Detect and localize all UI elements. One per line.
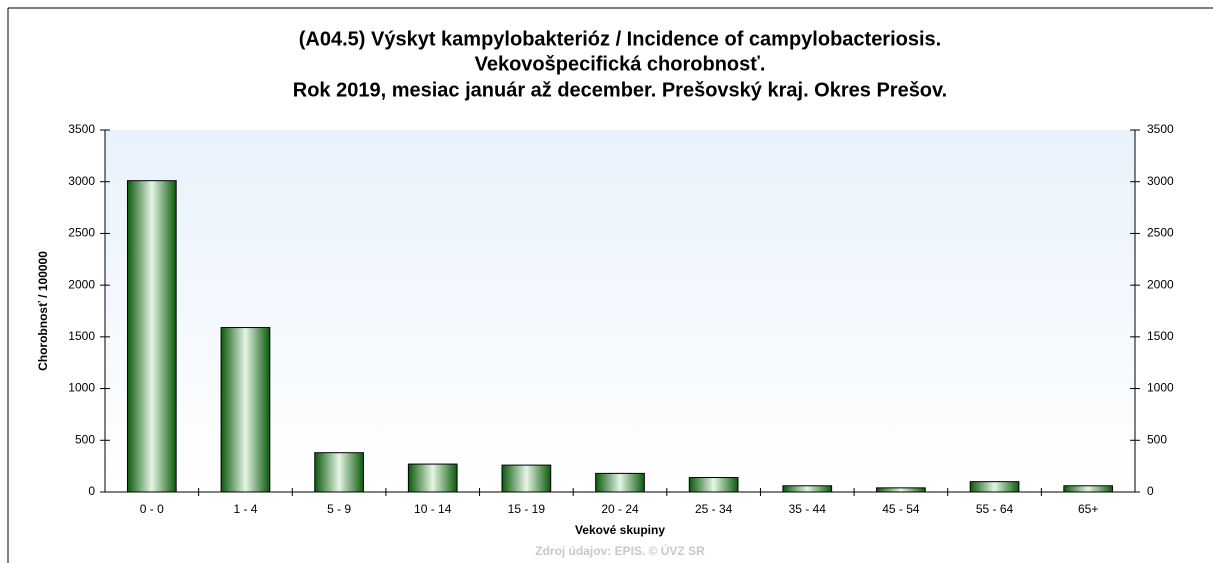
- bar: [407, 463, 458, 493]
- x-tick-label: 45 - 54: [882, 502, 920, 516]
- y2-tick-label: 0: [1147, 484, 1154, 498]
- x-axis-title: Vekové skupiny: [575, 523, 665, 537]
- x-tick-label: 1 - 4: [233, 502, 257, 516]
- bar: [876, 487, 926, 493]
- x-tick-label: 35 - 44: [789, 502, 827, 516]
- bar: [969, 481, 1020, 493]
- y2-tick-label: 2000: [1147, 277, 1174, 291]
- bar: [314, 452, 364, 493]
- y2-tick-label: 1000: [1147, 381, 1174, 395]
- y-tick-label: 0: [88, 484, 95, 498]
- bar: [501, 464, 552, 493]
- y2-tick-label: 1500: [1147, 329, 1174, 343]
- plot-area: [105, 130, 1135, 492]
- y-tick-label: 1000: [68, 381, 95, 395]
- x-tick-label: 15 - 19: [508, 502, 546, 516]
- y-tick-label: 2500: [68, 226, 95, 240]
- x-tick-label: 5 - 9: [327, 502, 351, 516]
- bar: [688, 477, 739, 493]
- y-tick-label: 1500: [68, 329, 95, 343]
- y-axis-title: Chorobnosť / 100000: [36, 251, 50, 371]
- y-tick-label: 500: [75, 432, 95, 446]
- source: Zdroj údajov: EPIS. © ÚVZ SR: [535, 543, 705, 558]
- y2-tick-label: 3500: [1147, 122, 1174, 136]
- bar: [782, 485, 833, 493]
- bar: [1063, 485, 1114, 493]
- title-line: Rok 2019, mesiac január až december. Pre…: [293, 79, 947, 101]
- y-tick-label: 2000: [68, 277, 95, 291]
- title-line: Vekovošpecifická chorobnosť.: [475, 53, 766, 75]
- x-tick-label: 20 - 24: [601, 502, 639, 516]
- bar: [220, 327, 271, 493]
- y-tick-label: 3500: [68, 122, 95, 136]
- bar: [595, 472, 645, 493]
- title-line: (A04.5) Výskyt kampylobakterióz / Incide…: [299, 28, 941, 50]
- y2-tick-label: 3000: [1147, 174, 1174, 188]
- x-tick-label: 65+: [1078, 502, 1098, 516]
- x-tick-label: 0 - 0: [140, 502, 164, 516]
- y2-tick-label: 2500: [1147, 226, 1174, 240]
- bar: [126, 180, 177, 493]
- x-tick-label: 25 - 34: [695, 502, 733, 516]
- x-tick-label: 10 - 14: [414, 502, 452, 516]
- y2-tick-label: 500: [1147, 432, 1167, 446]
- y-tick-label: 3000: [68, 174, 95, 188]
- x-tick-label: 55 - 64: [976, 502, 1014, 516]
